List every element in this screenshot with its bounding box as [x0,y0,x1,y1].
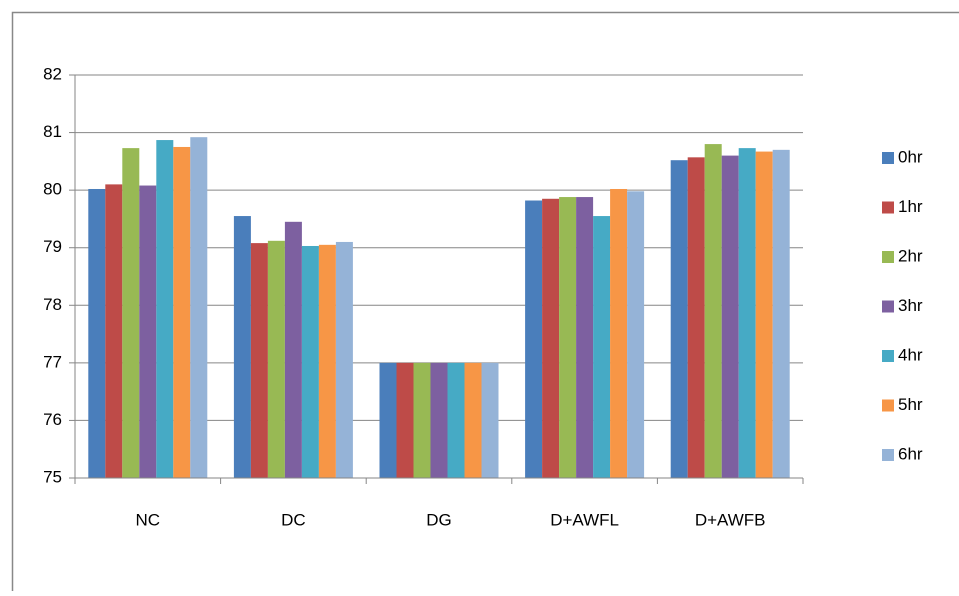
x-tick-label: D+AWFL [550,510,619,529]
bar [431,363,448,478]
bar [705,144,722,478]
legend-label: 4hr [898,345,923,364]
y-tick-label: 79 [43,237,62,256]
bar [268,241,285,478]
y-tick-label: 76 [43,410,62,429]
bar [302,246,319,478]
legend-label: 5hr [898,395,923,414]
y-tick-label: 82 [43,64,62,83]
bar [380,363,397,478]
bar [105,184,122,478]
bar [542,199,559,478]
legend-swatch [882,251,894,263]
y-tick-label: 80 [43,180,62,199]
bar [448,363,465,478]
bar [756,152,773,478]
y-tick-label: 81 [43,122,62,141]
bar [139,186,156,478]
bar [156,140,173,478]
legend-label: 1hr [898,197,923,216]
bar [610,189,627,478]
y-tick-label: 77 [43,352,62,371]
y-tick-label: 75 [43,467,62,486]
bar [414,363,431,478]
legend-label: 2hr [898,246,923,265]
bar [397,363,414,478]
bar [190,137,207,478]
legend-swatch [882,449,894,461]
bar [739,148,756,478]
x-tick-label: D+AWFB [695,510,766,529]
y-tick-label: 78 [43,295,62,314]
legend-swatch [882,350,894,362]
legend-swatch [882,301,894,313]
bar [234,216,251,478]
bar [773,150,790,478]
bar [285,222,302,478]
legend-swatch [882,202,894,214]
bar [722,156,739,478]
bar [671,160,688,478]
bar [482,363,499,478]
legend-label: 0hr [898,147,923,166]
bar [251,243,268,478]
x-tick-label: DC [281,510,306,529]
bar [122,148,139,478]
bar [688,157,705,478]
bar [88,189,105,478]
bar [559,197,576,478]
legend-swatch [882,400,894,412]
legend-swatch [882,152,894,164]
bar [593,216,610,478]
bar [465,363,482,478]
bar [576,197,593,478]
bar [525,201,542,478]
x-tick-label: NC [136,510,161,529]
bar [319,245,336,478]
x-tick-label: DG [426,510,452,529]
bar [627,191,644,478]
bar [173,147,190,478]
legend-label: 6hr [898,444,923,463]
bar [336,242,353,478]
legend-label: 3hr [898,296,923,315]
